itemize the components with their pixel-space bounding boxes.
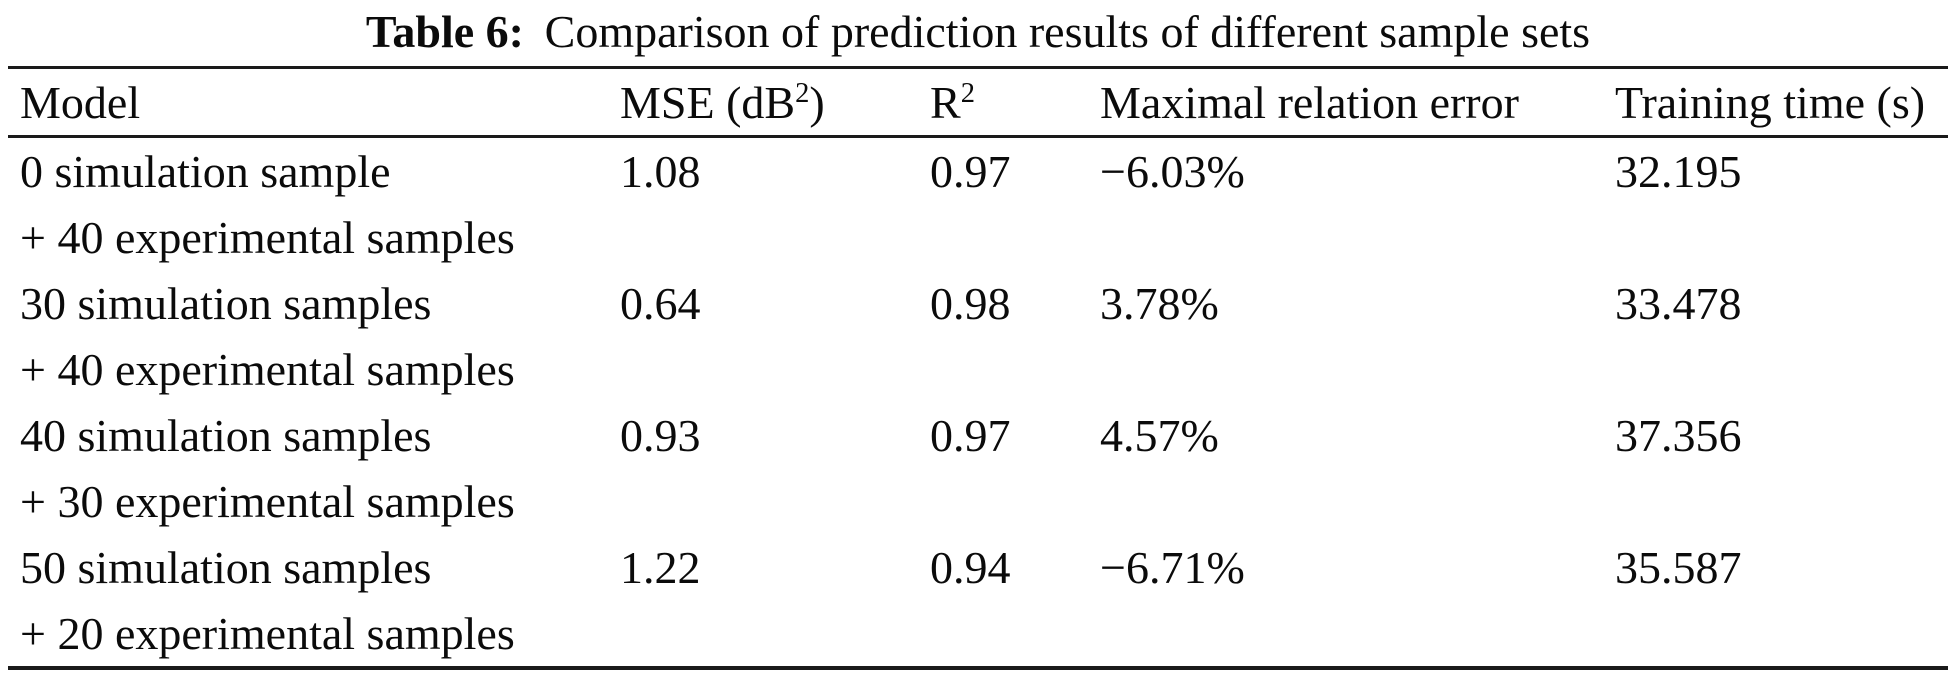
model-cell: 30 simulation samples: [20, 277, 432, 329]
table-row-continuation: + 30 experimental samples: [8, 468, 1948, 534]
table-header: Model MSE (dB2) R2 Maximal relation erro…: [8, 68, 1948, 137]
model-cell: 50 simulation samples: [20, 541, 432, 593]
table-body: 0 simulation sample 1.08 0.97 −6.03% 32.…: [8, 137, 1948, 669]
r2-superscript: 2: [960, 77, 975, 109]
table-row: 30 simulation samples 0.64 0.98 3.78% 33…: [8, 270, 1948, 336]
results-table: Model MSE (dB2) R2 Maximal relation erro…: [8, 66, 1948, 670]
table-row-continuation: + 40 experimental samples: [8, 204, 1948, 270]
header-max-error: Maximal relation error: [1100, 76, 1519, 128]
table-row-continuation: + 20 experimental samples: [8, 600, 1948, 668]
table-caption-label: Table 6:: [365, 6, 524, 57]
header-row: Model MSE (dB2) R2 Maximal relation erro…: [8, 68, 1948, 137]
training-time-cell: 37.356: [1615, 409, 1742, 461]
mse-cell: 1.22: [620, 541, 701, 593]
max-error-cell: 3.78%: [1100, 277, 1219, 329]
r2-cell: 0.97: [930, 145, 1011, 197]
max-error-cell: −6.03%: [1100, 145, 1245, 197]
table-row: 0 simulation sample 1.08 0.97 −6.03% 32.…: [8, 137, 1948, 205]
r2-cell: 0.94: [930, 541, 1011, 593]
training-time-cell: 33.478: [1615, 277, 1742, 329]
max-error-cell: 4.57%: [1100, 409, 1219, 461]
table-row: 50 simulation samples 1.22 0.94 −6.71% 3…: [8, 534, 1948, 600]
r2-cell: 0.98: [930, 277, 1011, 329]
table-caption: Table 6: Comparison of prediction results…: [38, 4, 1918, 60]
r2-cell: 0.97: [930, 409, 1011, 461]
max-error-cell: −6.71%: [1100, 541, 1245, 593]
mse-cell: 0.93: [620, 409, 701, 461]
model-cell-line2: + 40 experimental samples: [20, 211, 515, 263]
mse-cell: 0.64: [620, 277, 701, 329]
model-cell-line2: + 40 experimental samples: [20, 343, 515, 395]
mse-superscript: 2: [795, 77, 810, 109]
training-time-cell: 35.587: [1615, 541, 1742, 593]
model-cell: 0 simulation sample: [20, 145, 391, 197]
table-row-continuation: + 40 experimental samples: [8, 336, 1948, 402]
table-row: 40 simulation samples 0.93 0.97 4.57% 37…: [8, 402, 1948, 468]
header-training-time: Training time (s): [1615, 76, 1926, 128]
model-cell-line2: + 30 experimental samples: [20, 475, 515, 527]
model-cell-line2: + 20 experimental samples: [20, 607, 515, 659]
model-cell: 40 simulation samples: [20, 409, 432, 461]
table-caption-text: Comparison of prediction results of diff…: [544, 6, 1591, 57]
mse-cell: 1.08: [620, 145, 701, 197]
training-time-cell: 32.195: [1615, 145, 1742, 197]
header-r2: R2: [930, 76, 975, 128]
header-mse: MSE (dB2): [620, 76, 825, 128]
header-model: Model: [20, 76, 141, 128]
